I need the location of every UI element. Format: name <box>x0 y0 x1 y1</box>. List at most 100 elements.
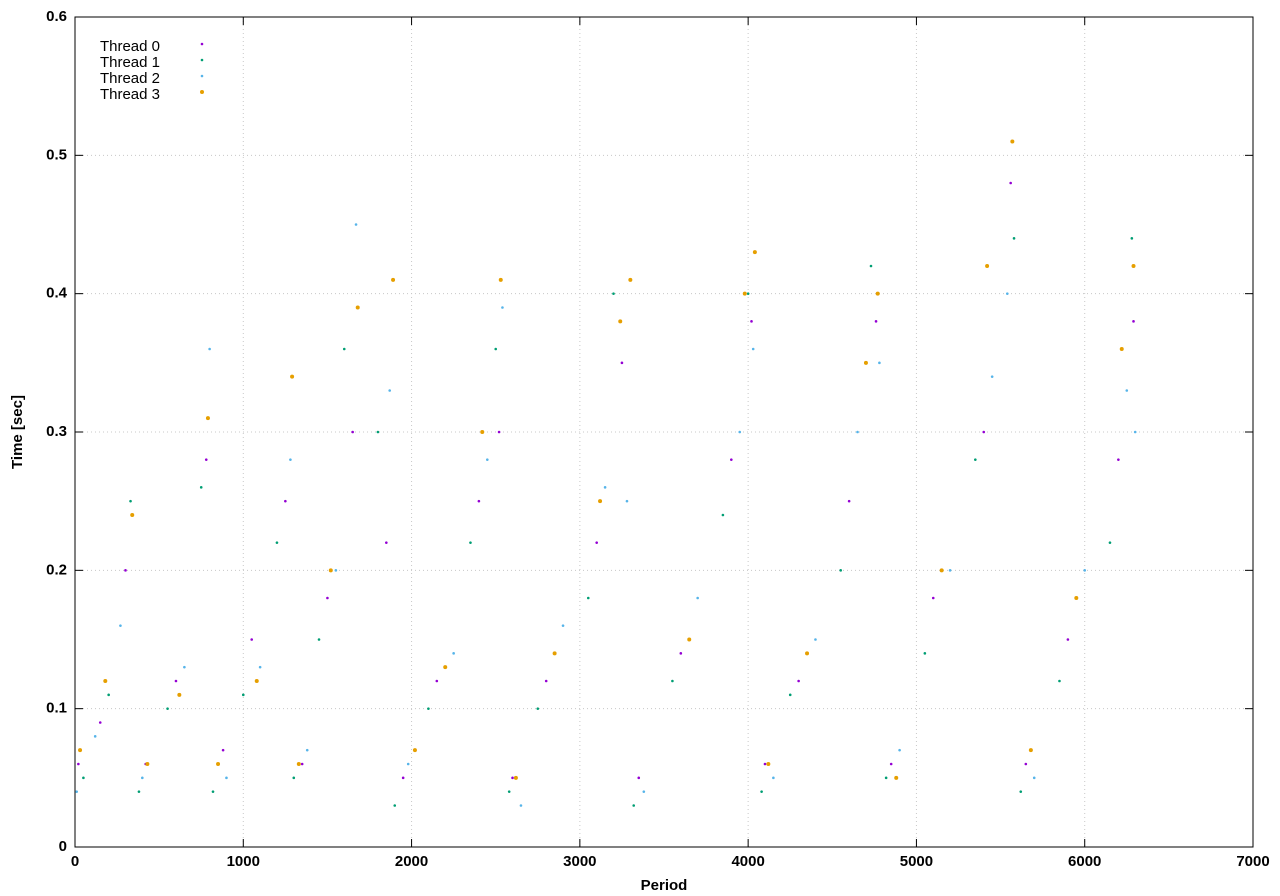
point <box>772 776 775 780</box>
point <box>536 707 540 710</box>
point <box>477 499 481 503</box>
point <box>519 804 523 807</box>
point <box>183 665 186 669</box>
point <box>612 292 615 295</box>
point <box>931 596 935 600</box>
point <box>130 513 135 517</box>
legend-label: Thread 2 <box>100 70 160 87</box>
point <box>620 361 624 365</box>
x-tick-label: 0 <box>71 853 79 870</box>
y-tick-label: 0.6 <box>46 8 67 25</box>
point <box>696 596 699 600</box>
point <box>586 596 590 600</box>
point <box>511 776 514 780</box>
point <box>805 651 810 656</box>
point <box>839 569 842 572</box>
point <box>889 762 893 766</box>
point <box>354 223 358 226</box>
point <box>305 748 309 752</box>
point <box>342 347 346 351</box>
point <box>561 624 565 627</box>
point <box>1133 430 1137 434</box>
point <box>788 693 792 697</box>
point <box>326 596 329 600</box>
point <box>847 499 851 503</box>
point <box>289 458 292 461</box>
point <box>480 430 485 434</box>
point <box>1019 790 1023 793</box>
point <box>250 638 253 641</box>
point <box>990 375 994 378</box>
point <box>1012 237 1016 240</box>
point <box>334 569 338 572</box>
point <box>856 430 859 434</box>
y-tick-label: 0.5 <box>46 146 67 163</box>
point <box>797 679 800 683</box>
point <box>869 264 873 268</box>
point <box>494 347 498 351</box>
point <box>1132 320 1135 323</box>
point <box>884 776 888 780</box>
point <box>1074 596 1079 600</box>
point <box>1032 776 1036 780</box>
point <box>642 790 646 793</box>
point <box>1066 638 1070 641</box>
x-tick-label: 5000 <box>900 853 933 870</box>
point <box>208 347 211 351</box>
point <box>391 277 396 282</box>
point <box>497 430 501 434</box>
point <box>376 430 380 434</box>
x-tick-label: 1000 <box>227 853 260 870</box>
x-axis-label: Period <box>641 877 688 894</box>
point <box>254 679 259 683</box>
point <box>763 762 767 766</box>
point <box>552 651 557 656</box>
point <box>939 568 944 573</box>
point <box>177 692 182 697</box>
point <box>124 569 127 572</box>
legend-marker <box>200 90 204 94</box>
point <box>469 541 472 544</box>
point <box>174 679 178 683</box>
y-tick-label: 0.4 <box>46 285 68 302</box>
point <box>355 305 360 310</box>
legend-label: Thread 0 <box>100 38 160 55</box>
point <box>982 430 986 434</box>
point <box>393 804 397 807</box>
point <box>290 374 295 379</box>
point <box>595 541 598 544</box>
point <box>750 320 753 323</box>
point <box>752 250 757 255</box>
point <box>317 638 321 641</box>
legend-label: Thread 1 <box>100 54 160 71</box>
x-tick-label: 7000 <box>1236 853 1269 870</box>
point <box>1117 458 1120 461</box>
point <box>300 762 304 766</box>
point <box>141 776 144 780</box>
point <box>637 776 641 780</box>
point <box>863 360 868 365</box>
point <box>730 458 733 461</box>
point <box>814 638 817 641</box>
legend-marker <box>200 42 204 46</box>
point <box>275 541 279 544</box>
plot-border <box>74 16 1254 848</box>
point <box>211 790 215 793</box>
point <box>1131 264 1136 268</box>
point <box>452 652 455 655</box>
point <box>874 320 878 323</box>
point <box>974 458 977 461</box>
point <box>98 721 102 724</box>
point <box>435 679 439 683</box>
point <box>751 347 755 351</box>
point <box>296 762 301 766</box>
point <box>721 513 725 517</box>
point <box>513 775 518 780</box>
point <box>93 735 97 738</box>
point <box>544 679 548 683</box>
point <box>82 776 85 780</box>
point <box>948 569 952 572</box>
point <box>75 790 78 793</box>
point <box>103 679 108 683</box>
